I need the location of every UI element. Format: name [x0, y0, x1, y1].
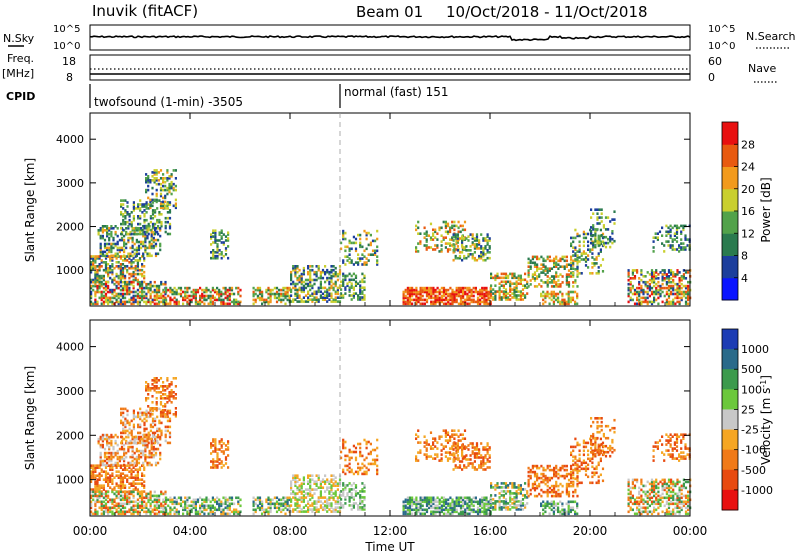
nave-tick-bottom: 0	[708, 71, 715, 84]
colorbar-tick-label: 16	[741, 205, 755, 218]
cpid-label: CPID	[6, 90, 35, 103]
colorbar-tick-label: -25	[741, 424, 759, 437]
colorbar-tick-label: -500	[741, 464, 766, 477]
nsky-tick-top: 10^5	[53, 24, 80, 35]
colorbar-tick-label: 28	[741, 138, 755, 151]
freq-unit: [MHz]	[2, 67, 34, 80]
ytick-label: 4000	[56, 133, 84, 146]
xtick-label: 20:00	[573, 524, 608, 538]
nsky-series	[89, 35, 691, 42]
cpid-segment-1: normal (fast) 151	[344, 85, 448, 99]
colorbar-swatch	[722, 255, 738, 279]
power-ylabel: Slant Range [km]	[23, 158, 37, 262]
colorbar-tick-label: 500	[741, 363, 762, 376]
ytick-label: 1000	[56, 474, 84, 487]
xtick-label: 12:00	[373, 524, 408, 538]
colorbar-swatch	[722, 188, 738, 212]
velocity-colorbar: 1000 500 100 25 -25 -100 -500 -1000	[721, 328, 773, 511]
colorbar-tick-label: 12	[741, 227, 755, 240]
freq-tick-top: 18	[62, 55, 76, 68]
colorbar-tick-label: -1000	[741, 484, 773, 497]
colorbar-tick-label: 24	[741, 161, 755, 174]
colorbar-swatch	[722, 429, 738, 451]
velocity-colorbar-label: Velocity [m s-1]	[759, 375, 774, 465]
xaxis-label: Time UT	[364, 540, 415, 554]
nsky-tick-bottom: 10^0	[53, 41, 80, 52]
nsearch-label: N.Search	[746, 30, 796, 43]
ytick-label: 3000	[56, 385, 84, 398]
power-echoes	[90, 169, 692, 306]
time-x-axis: 00:00 04:00 08:00 12:00 16:00 20:00 00:00	[73, 113, 708, 538]
xtick-label: 08:00	[273, 524, 308, 538]
colorbar-swatch	[722, 211, 738, 234]
xtick-label: 16:00	[473, 524, 508, 538]
power-panel: 1000 2000 3000 4000 Slant Range [km] 4 8 12 16…	[23, 112, 773, 307]
colorbar-swatch	[722, 369, 738, 390]
station-title: Inuvik (fitACF)	[92, 2, 198, 20]
colorbar-swatch	[722, 349, 738, 370]
colorbar-tick-label: 25	[741, 403, 755, 416]
colorbar-swatch	[722, 233, 738, 256]
freq-strip: Freq. [MHz] 18 8 60 0 Nave	[2, 52, 778, 84]
colorbar-swatch	[722, 469, 738, 491]
colorbar-tick-label: -100	[741, 444, 766, 457]
velocity-panel: 1000 2000 3000 4000 Slant Range [km] 1000 50…	[23, 319, 774, 517]
colorbar-tick-label: 100	[741, 383, 762, 396]
power-y-axis: 1000 2000 3000 4000	[56, 133, 690, 277]
nsky-label: N.Sky	[3, 32, 35, 45]
freq-label: Freq.	[7, 52, 34, 65]
xtick-label: 00:00	[673, 524, 708, 538]
nsearch-tick-top: 10^5	[708, 24, 735, 35]
ytick-label: 2000	[56, 429, 84, 442]
xtick-label: 04:00	[173, 524, 208, 538]
power-colorbar-label: Power [dB]	[759, 177, 773, 242]
colorbar-tick-label: 1000	[741, 343, 769, 356]
ytick-label: 3000	[56, 177, 84, 190]
power-colorbar: 4 8 12 16 20 24 28	[721, 121, 755, 301]
velocity-ylabel: Slant Range [km]	[23, 366, 37, 470]
nave-tick-top: 60	[708, 55, 722, 68]
ytick-label: 2000	[56, 221, 84, 234]
colorbar-tick-label: 20	[741, 183, 755, 196]
beam-label: Beam 01	[356, 3, 423, 21]
nave-label: Nave	[748, 62, 776, 75]
colorbar-tick-label: 4	[741, 272, 748, 285]
colorbar-swatch	[722, 389, 738, 410]
cpid-segment-0: twofsound (1-min) -3505	[94, 95, 243, 109]
colorbar-swatch	[722, 277, 738, 301]
cpid-strip: CPID twofsound (1-min) -3505 normal (fas…	[6, 84, 448, 109]
ytick-label: 4000	[56, 341, 84, 354]
xtick-label: 00:00	[73, 524, 108, 538]
velocity-y-axis: 1000 2000 3000 4000	[56, 341, 690, 487]
ytick-label: 1000	[56, 264, 84, 277]
date-range: 10/Oct/2018 - 11/Oct/2018	[446, 3, 648, 21]
freq-tick-bottom: 8	[66, 71, 73, 84]
colorbar-swatch	[722, 144, 738, 167]
nsky-strip: N.Sky 10^5 10^0 10^5 10^0 N.Search	[3, 24, 796, 52]
colorbar-swatch	[722, 329, 738, 350]
colorbar-swatch	[722, 449, 738, 471]
nsearch-tick-bottom: 10^0	[708, 41, 735, 52]
colorbar-swatch	[722, 409, 738, 431]
colorbar-swatch	[722, 166, 738, 190]
velocity-echoes	[90, 377, 692, 516]
colorbar-tick-label: 8	[741, 250, 748, 263]
colorbar-swatch	[722, 122, 738, 145]
colorbar-swatch	[722, 489, 738, 511]
